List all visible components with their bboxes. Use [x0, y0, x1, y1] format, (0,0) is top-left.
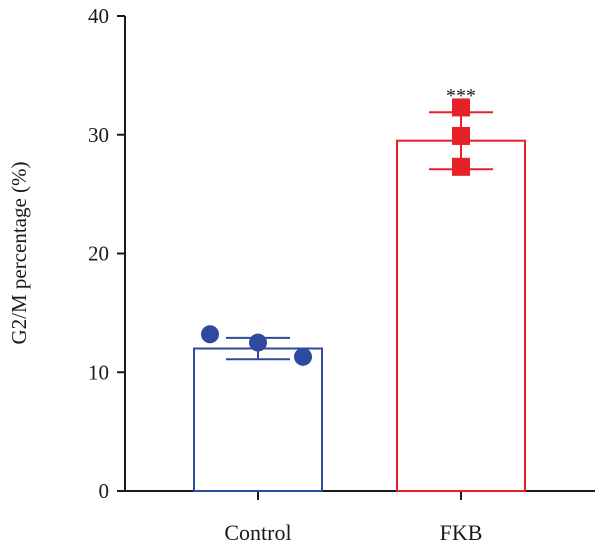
bar-group-fkb: *** — [396, 85, 526, 492]
bar — [396, 139, 526, 492]
significance-label: *** — [446, 85, 476, 107]
y-axis: 0 10 20 30 40 — [88, 4, 126, 503]
bar-group-control — [193, 325, 323, 492]
y-tick-label: 20 — [88, 242, 109, 266]
data-point — [201, 325, 219, 344]
bar — [193, 347, 323, 492]
y-axis-title: G2/M percentage (%) — [7, 161, 31, 344]
data-point — [452, 157, 470, 176]
data-point — [294, 347, 312, 366]
y-tick-label: 10 — [88, 360, 109, 384]
y-tick-label: 30 — [88, 123, 109, 147]
data-point — [452, 98, 470, 117]
x-axis: Control FKB — [125, 490, 595, 545]
x-category-label: Control — [224, 520, 291, 545]
data-point — [249, 333, 267, 352]
data-point — [452, 126, 470, 145]
y-tick-label: 0 — [99, 479, 110, 503]
y-tick-label: 40 — [88, 4, 109, 28]
bars: *** — [193, 85, 526, 492]
x-category-label: FKB — [440, 520, 483, 545]
